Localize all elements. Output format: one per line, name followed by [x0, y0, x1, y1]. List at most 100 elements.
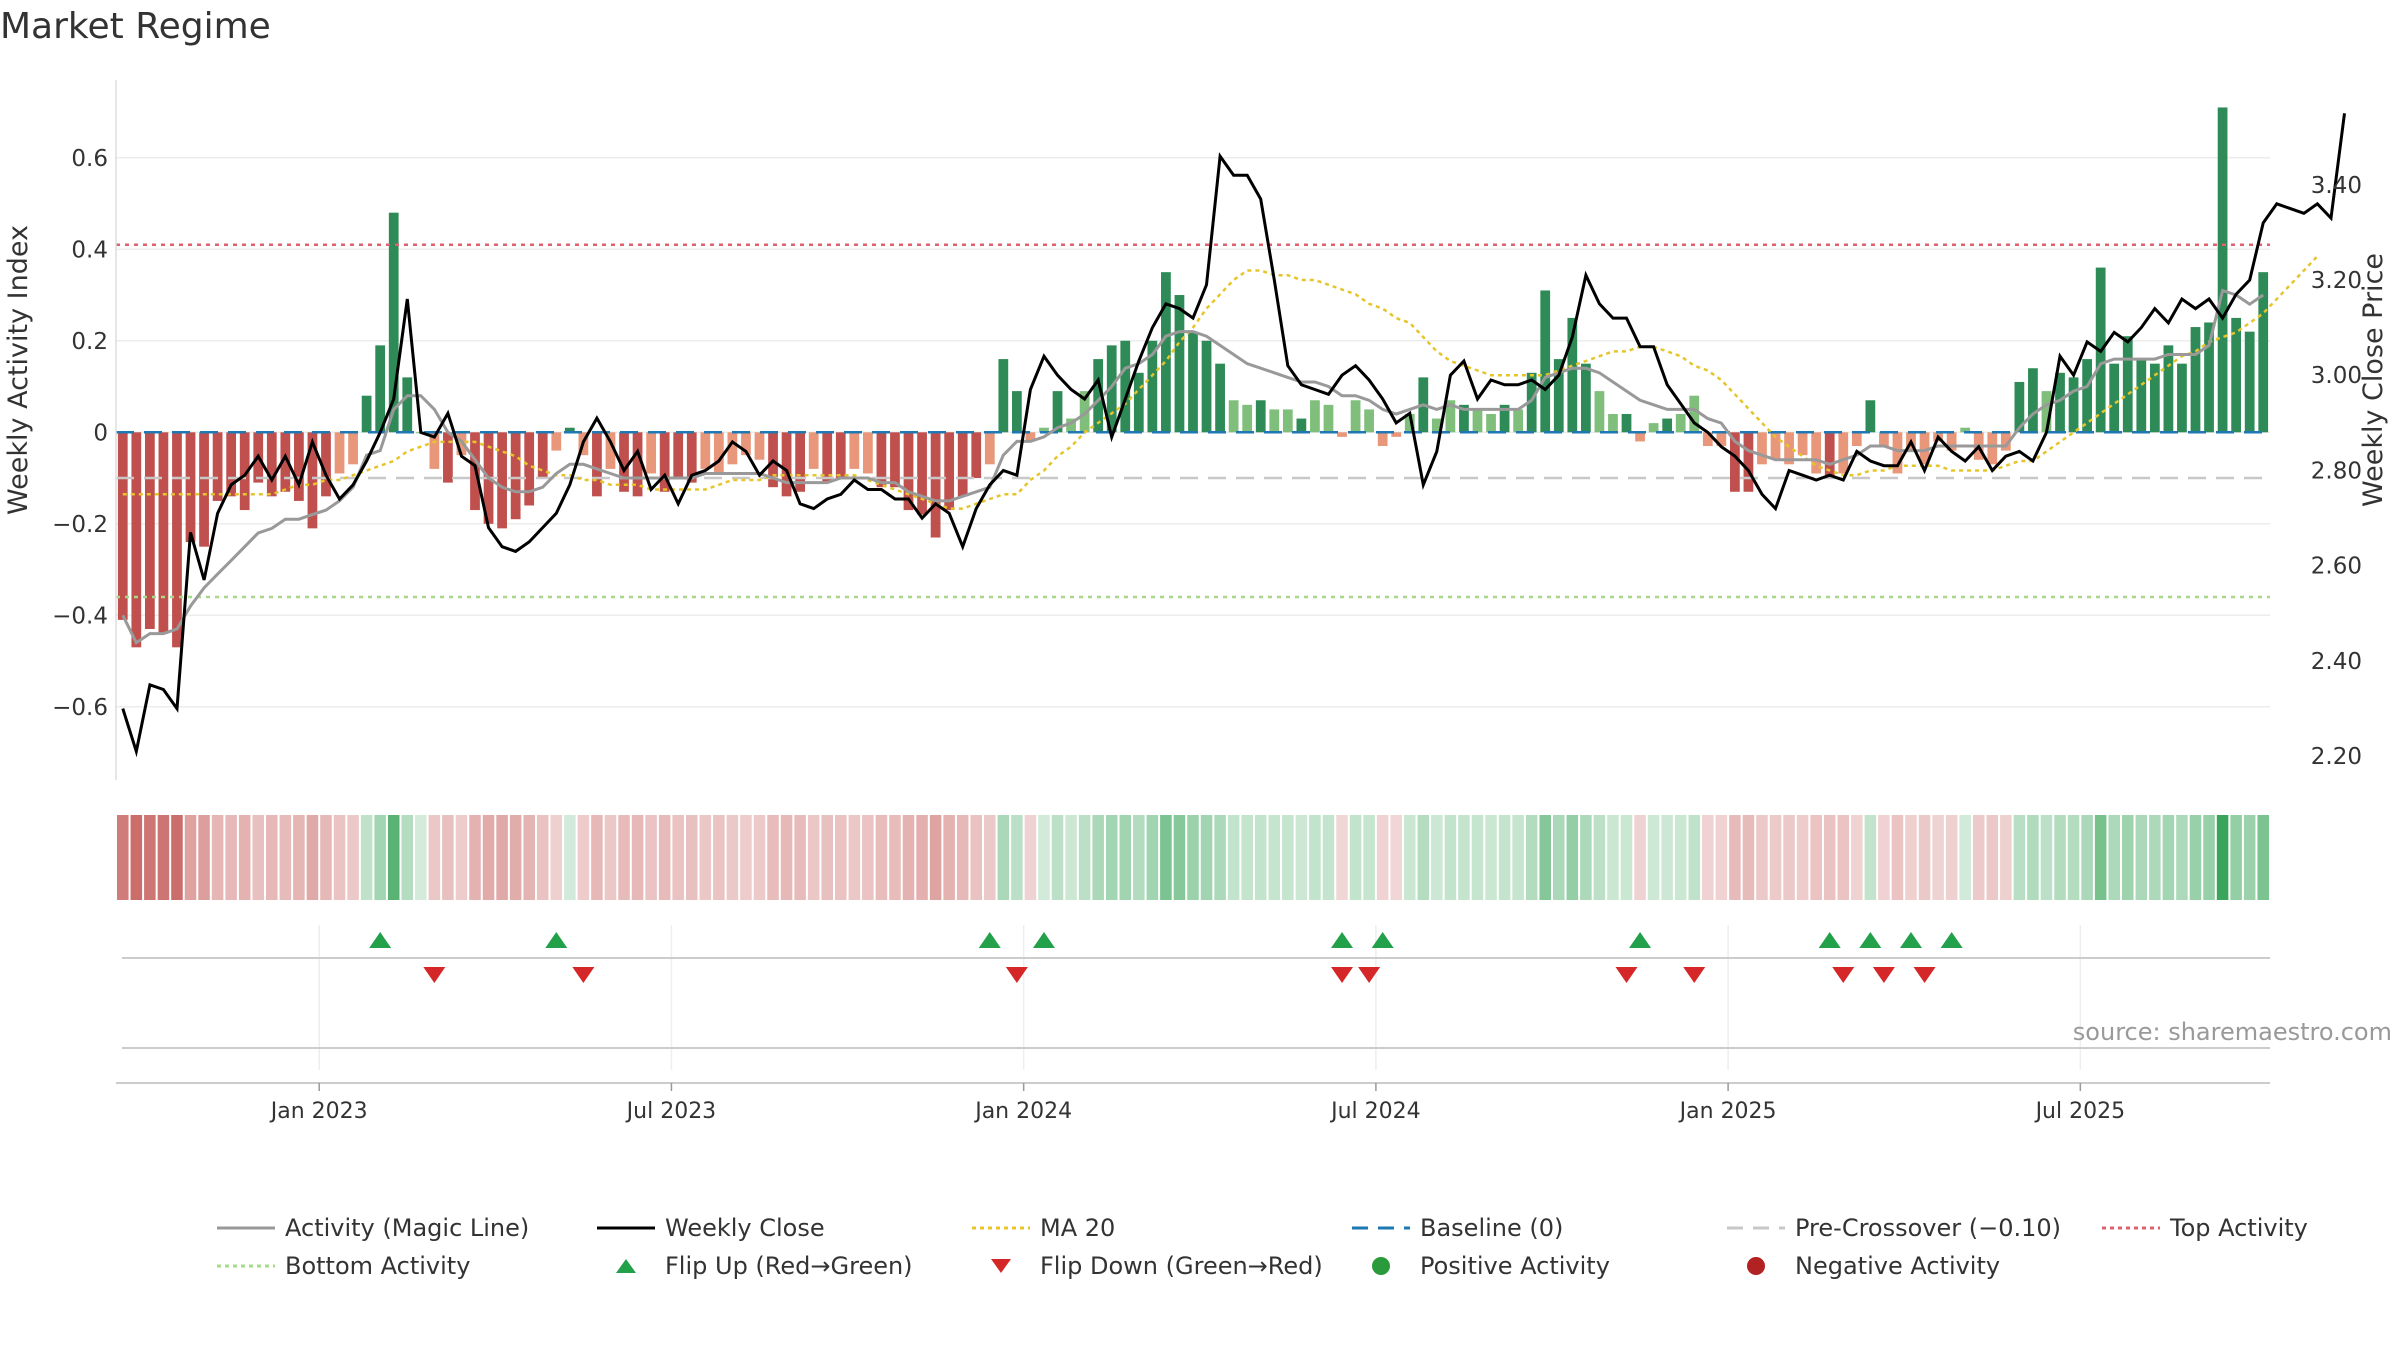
- activity-bar: [307, 432, 318, 529]
- activity-bar: [1377, 432, 1388, 447]
- activity-bar: [1784, 432, 1794, 465]
- heat-strip-cell: [1363, 815, 1375, 900]
- heat-strip-cell: [184, 815, 197, 900]
- heat-strip-cell: [1945, 815, 1958, 900]
- heat-strip-cell: [1214, 815, 1226, 900]
- heat-strip-cell: [1918, 815, 1931, 900]
- heat-strip-cell: [1349, 815, 1362, 900]
- heat-strip-cell: [875, 815, 888, 900]
- heat-strip-cell: [1431, 815, 1443, 900]
- activity-bar: [1404, 413, 1415, 433]
- activity-bar: [1865, 400, 1876, 433]
- legend-label: Bottom Activity: [285, 1252, 471, 1280]
- activity-bar: [402, 377, 413, 433]
- legend-swatch: [616, 1259, 636, 1273]
- heat-strip-cell: [794, 815, 806, 900]
- activity-bar: [497, 432, 507, 529]
- activity-bar: [727, 432, 738, 465]
- activity-bar: [1066, 418, 1076, 433]
- flip-up-marker: [1818, 932, 1841, 948]
- flip-down-marker: [1358, 967, 1381, 983]
- activity-bar: [2028, 368, 2038, 433]
- activity-bar: [1716, 432, 1727, 447]
- activity-bar: [1499, 404, 1510, 433]
- heat-strip-cell: [1878, 815, 1890, 900]
- activity-bar: [510, 432, 521, 520]
- activity-bar: [2000, 432, 2011, 451]
- x-tick-label: Jan 2025: [1678, 1099, 1777, 1124]
- activity-bar: [1892, 432, 1903, 474]
- heat-strip-cell: [984, 815, 996, 900]
- activity-bar: [808, 432, 819, 469]
- activity-bar: [1296, 418, 1307, 433]
- y-tick-label-left: 0: [93, 420, 108, 446]
- activity-bar: [212, 432, 223, 501]
- heat-strip-cell: [1756, 815, 1768, 900]
- activity-bar: [632, 432, 643, 497]
- heat-strip-cell: [564, 815, 576, 900]
- heat-strip-cell: [780, 815, 793, 900]
- heat-strip-cell: [428, 815, 441, 900]
- heat-strip-cell: [1282, 815, 1294, 900]
- activity-bar: [1147, 340, 1158, 433]
- heat-strip-cell: [821, 815, 833, 900]
- activity-bar: [1350, 400, 1361, 433]
- activity-bar: [1269, 409, 1280, 433]
- legend-swatch: [217, 1264, 275, 1268]
- heat-strip-cell: [2162, 815, 2175, 900]
- heat-strip-cell: [1268, 815, 1281, 900]
- activity-bar: [2163, 345, 2174, 433]
- heat-strip-cell: [306, 815, 319, 900]
- activity-bar: [185, 432, 196, 543]
- legend-label: Baseline (0): [1420, 1214, 1564, 1242]
- heat-strip-cell: [1905, 815, 1917, 900]
- heat-strip-cell: [1959, 815, 1971, 900]
- heat-strip-cell: [1972, 815, 1985, 900]
- activity-bar: [2149, 363, 2160, 433]
- heat-strip-cell: [767, 815, 779, 900]
- heat-strip-cell: [1390, 815, 1402, 900]
- activity-bar: [944, 432, 955, 511]
- heat-strip-cell: [1688, 815, 1701, 900]
- heat-strip-cell: [1485, 815, 1497, 900]
- activity-bar: [605, 432, 616, 469]
- flip-down-marker: [423, 967, 446, 983]
- heat-strip-cell: [2257, 815, 2269, 900]
- activity-bar: [1662, 418, 1673, 433]
- activity-bar: [822, 432, 833, 483]
- heat-strip-cell: [699, 815, 712, 900]
- heat-strip-cell: [1810, 815, 1822, 900]
- heat-strip-cell: [740, 815, 752, 900]
- heat-strip-cell: [157, 815, 170, 900]
- legend-label: Negative Activity: [1795, 1252, 2001, 1280]
- y-tick-label-right: 2.80: [2311, 458, 2362, 484]
- activity-bar: [158, 432, 169, 634]
- dot-icon: [1747, 1257, 1765, 1275]
- heat-strip-cell: [225, 815, 237, 900]
- heat-strip-cell: [2189, 815, 2202, 900]
- flip-down-marker: [1615, 967, 1638, 983]
- activity-bar: [199, 432, 209, 547]
- legend-label: MA 20: [1040, 1214, 1116, 1242]
- activity-bar: [131, 432, 142, 648]
- heat-strip-cell: [889, 815, 901, 900]
- heat-strip-cell: [753, 815, 766, 900]
- x-tick-label: Jan 2024: [973, 1099, 1072, 1124]
- y-axis-title-right: Weekly Close Price: [2358, 253, 2389, 507]
- activity-bar: [266, 432, 277, 497]
- heat-strip-cell: [1105, 815, 1118, 900]
- heat-strip-cell: [1634, 815, 1646, 900]
- heat-strip-cell: [442, 815, 454, 900]
- activity-bar: [1188, 331, 1198, 433]
- flip-up-marker: [1629, 932, 1652, 948]
- activity-bar: [1743, 432, 1754, 492]
- activity-bar: [700, 432, 711, 469]
- legend-item: Flip Up (Red→Green): [595, 1248, 913, 1284]
- legend-label: Pre-Crossover (−0.10): [1795, 1214, 2062, 1242]
- heat-strip-cell: [2000, 815, 2012, 900]
- flip-up-marker: [1900, 932, 1922, 948]
- activity-bar: [551, 432, 562, 451]
- heat-strip-cell: [1661, 815, 1673, 900]
- legend-label: Flip Up (Red→Green): [665, 1252, 913, 1280]
- heat-strip-cell: [1742, 815, 1755, 900]
